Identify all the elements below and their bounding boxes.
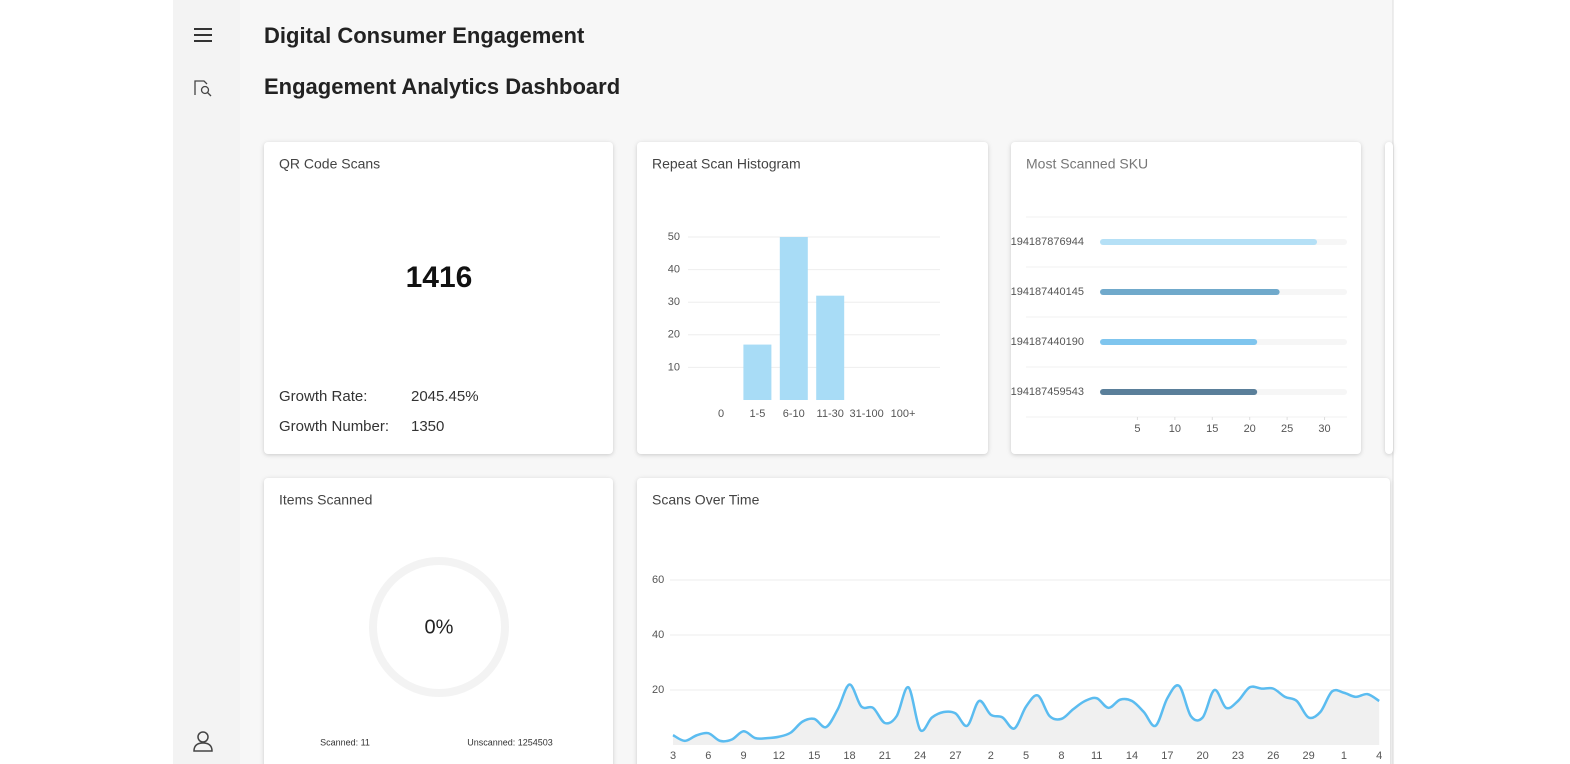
page-title: Engagement Analytics Dashboard — [264, 74, 620, 99]
bar — [1100, 339, 1258, 345]
y-tick-label: 194187459543 — [1011, 386, 1084, 398]
x-tick-label: 10 — [1169, 423, 1181, 435]
y-tick-label: 30 — [668, 296, 680, 308]
y-tick-label: 194187440190 — [1011, 336, 1084, 348]
x-tick-label: 21 — [879, 750, 891, 762]
x-tick-label: 15 — [808, 750, 820, 762]
y-tick-label: 40 — [668, 264, 680, 276]
x-tick-label: 15 — [1206, 423, 1218, 435]
app-title: Digital Consumer Engagement — [264, 23, 585, 48]
x-tick-label: 14 — [1126, 750, 1138, 762]
search-icon[interactable] — [194, 80, 212, 97]
x-tick-label: 9 — [741, 750, 747, 762]
x-tick-label: 20 — [1244, 423, 1256, 435]
menu-icon[interactable] — [194, 28, 212, 42]
bar — [743, 344, 772, 400]
x-tick-label: 4 — [1376, 750, 1382, 762]
x-tick-label: 29 — [1302, 750, 1314, 762]
growth-number: 1350 — [411, 418, 444, 435]
donut-label: 0% — [425, 616, 454, 638]
partial-card — [1385, 142, 1393, 454]
y-tick-label: 20 — [668, 329, 680, 341]
card-title: Items Scanned — [279, 492, 372, 508]
bar — [816, 295, 845, 400]
card-title: QR Code Scans — [279, 156, 380, 172]
sku-card — [1011, 142, 1361, 454]
growth-rate: 2045.45% — [411, 388, 479, 405]
x-tick-label: 12 — [773, 750, 785, 762]
growth-number-label: Growth Number: — [279, 418, 389, 435]
bar — [1100, 389, 1258, 395]
user-icon[interactable] — [193, 731, 213, 752]
x-tick-label: 27 — [949, 750, 961, 762]
y-tick-label: 10 — [668, 361, 680, 373]
x-tick-label: 31-100 — [849, 408, 883, 420]
x-tick-label: 25 — [1281, 423, 1293, 435]
y-tick-label: 60 — [652, 574, 664, 586]
items-card — [264, 478, 613, 764]
donut-track — [369, 557, 509, 697]
bar — [779, 237, 808, 400]
x-tick-label: 8 — [1058, 750, 1064, 762]
x-tick-label: 20 — [1197, 750, 1209, 762]
x-tick-label: 1 — [1341, 750, 1347, 762]
x-tick-label: 0 — [718, 408, 724, 420]
x-tick-label: 24 — [914, 750, 926, 762]
x-tick-label: 1-5 — [749, 408, 765, 420]
y-tick-label: 40 — [652, 629, 664, 641]
line-card — [637, 478, 1390, 764]
x-tick-label: 11-30 — [817, 408, 844, 420]
card-title: Most Scanned SKU — [1026, 156, 1148, 172]
y-tick-label: 20 — [652, 684, 664, 696]
y-tick-label: 194187440145 — [1011, 286, 1084, 298]
y-tick-label: 194187876944 — [1011, 236, 1084, 248]
x-tick-label: 6-10 — [783, 408, 805, 420]
bar — [1100, 239, 1318, 245]
area — [673, 684, 1380, 745]
unscanned-legend: Unscanned: 1254503 — [467, 737, 553, 747]
card-title: Scans Over Time — [652, 492, 760, 508]
card-title: Repeat Scan Histogram — [652, 156, 801, 172]
qr-card — [264, 142, 613, 454]
plot — [670, 579, 1390, 745]
x-tick-label: 100+ — [891, 408, 916, 420]
x-tick-label: 23 — [1232, 750, 1244, 762]
scanned-legend: Scanned: 11 — [320, 737, 370, 747]
bar — [1100, 289, 1280, 295]
x-tick-label: 11 — [1091, 750, 1102, 762]
total-scans: 1416 — [406, 261, 473, 294]
x-tick-label: 2 — [988, 750, 994, 762]
x-tick-label: 30 — [1318, 423, 1330, 435]
x-tick-label: 5 — [1134, 423, 1140, 435]
x-tick-label: 3 — [670, 750, 676, 762]
x-tick-label: 26 — [1267, 750, 1279, 762]
y-tick-label: 50 — [668, 231, 680, 243]
x-tick-label: 17 — [1161, 750, 1173, 762]
line — [672, 683, 1380, 743]
x-tick-label: 5 — [1023, 750, 1029, 762]
x-tick-label: 6 — [705, 750, 711, 762]
x-tick-label: 18 — [843, 750, 855, 762]
growth-rate-label: Growth Rate: — [279, 388, 367, 405]
sidebar — [173, 0, 240, 764]
histogram-card — [637, 142, 988, 454]
